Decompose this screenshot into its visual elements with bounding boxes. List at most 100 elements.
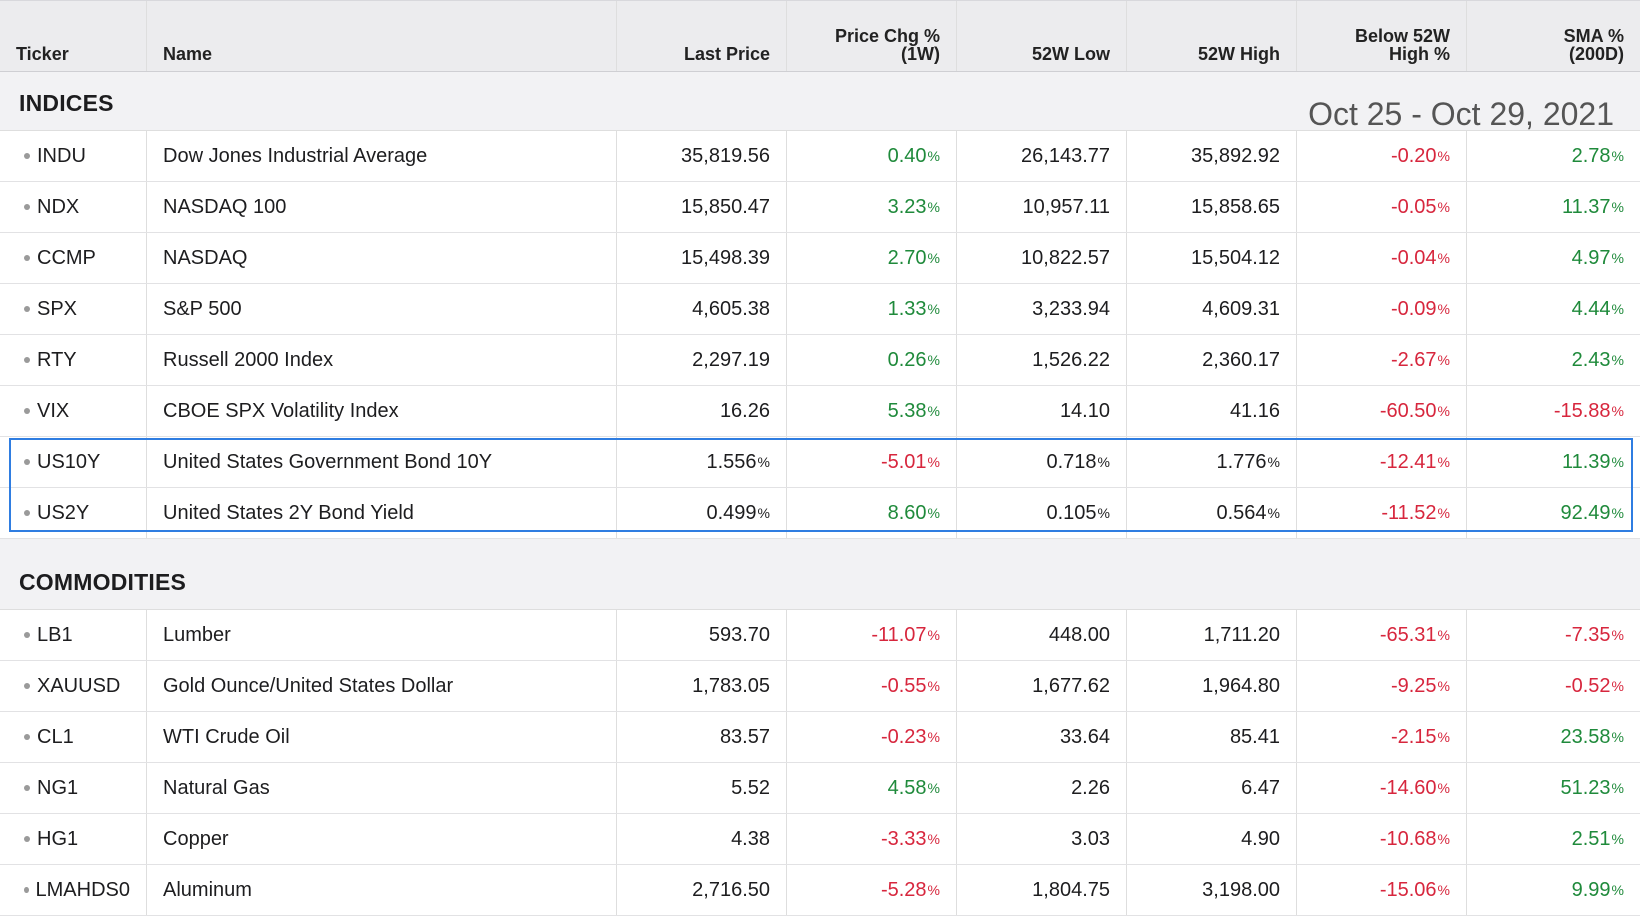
52w-low-cell: 1,804.75 (957, 865, 1127, 915)
table-row[interactable]: NDX NASDAQ 100 15,850.47 3.23% 10,957.11 15,8… (0, 182, 1640, 233)
ticker-cell: XAUUSD (0, 661, 147, 711)
table-row[interactable]: NG1 Natural Gas 5.52 4.58% 2.26 6.47 -14.60% 51… (0, 763, 1640, 814)
column-header[interactable]: Ticker (0, 1, 147, 71)
table-row[interactable]: RTY Russell 2000 Index 2,297.19 0.26% 1,526.… (0, 335, 1640, 386)
sma-200d-cell: 2.43% (1467, 335, 1640, 385)
date-range-label: Oct 25 - Oct 29, 2021 (1308, 96, 1614, 132)
name-cell: NASDAQ 100 (147, 182, 617, 232)
sma-200d-cell: 92.49% (1467, 488, 1640, 538)
sma-200d-value: 2.78 (1571, 144, 1611, 167)
price-change-value: 8.60 (887, 501, 927, 524)
ticker-symbol: NG1 (37, 776, 79, 799)
column-header[interactable]: Below 52W High % (1297, 1, 1467, 71)
price-change-value: 4.58 (887, 776, 927, 799)
ticker-symbol: CCMP (37, 246, 96, 269)
last-price-cell: 16.26 (617, 386, 787, 436)
name-cell: Aluminum (147, 865, 617, 915)
table-row[interactable]: SPX S&P 500 4,605.38 1.33% 3,233.94 4,609.31-… (0, 284, 1640, 335)
price-change-cell: -0.55% (787, 661, 957, 711)
column-header[interactable]: Name (147, 1, 617, 71)
price-change-cell: -5.28% (787, 865, 957, 915)
below-high-cell: -65.31% (1297, 610, 1467, 660)
last-price-value: 1,783.05 (692, 674, 770, 697)
sma-200d-cell: 9.99% (1467, 865, 1640, 915)
below-high-value: -2.15 (1390, 725, 1437, 748)
column-header[interactable]: SMA % (200D) (1467, 1, 1640, 71)
below-high-cell: -14.60% (1297, 763, 1467, 813)
name-cell: S&P 500 (147, 284, 617, 334)
52w-low-value: 10,822.57 (1021, 246, 1110, 269)
percent-sign: % (1611, 199, 1624, 215)
52w-high-value: 15,504.12 (1191, 246, 1280, 269)
ticker-cell: SPX (0, 284, 147, 334)
ticker-symbol: XAUUSD (37, 674, 121, 697)
percent-sign: % (927, 882, 940, 898)
last-price-cell: 593.70 (617, 610, 787, 660)
ticker-cell: RTY (0, 335, 147, 385)
percent-sign: % (1437, 148, 1450, 164)
last-price-value: 5.52 (731, 776, 770, 799)
unit-sign: % (1097, 454, 1110, 470)
column-header[interactable]: 52W Low (957, 1, 1127, 71)
table-row[interactable]: LB1 Lumber 593.70 -11.07% 448.00 1,711.20 -65.… (0, 610, 1640, 661)
name-cell: Copper (147, 814, 617, 864)
instrument-name: Aluminum (163, 878, 252, 901)
sma-200d-value: 23.58 (1560, 725, 1611, 748)
52w-high-cell: 3,198.00 (1127, 865, 1297, 915)
table-row[interactable]: US10Y United States Government Bond 10Y 1.… (0, 437, 1640, 488)
section-title: COMMODITIES (19, 569, 187, 595)
table-row[interactable]: CL1 WTI Crude Oil 83.57 -0.23% 33.64 85.41 -2.… (0, 712, 1640, 763)
52w-high-cell: 6.47 (1127, 763, 1297, 813)
price-change-cell: -3.33% (787, 814, 957, 864)
price-change-cell: 3.23% (787, 182, 957, 232)
last-price-value: 593.70 (708, 623, 770, 646)
percent-sign: % (1611, 678, 1624, 694)
table-row[interactable]: XAUUSD Gold Ounce/United States Dollar 1,7… (0, 661, 1640, 712)
ticker-symbol: INDU (37, 144, 86, 167)
instrument-name: NASDAQ (163, 246, 248, 269)
52w-high-cell: 41.16 (1127, 386, 1297, 436)
percent-sign: % (1437, 780, 1450, 796)
bullet-icon (24, 204, 30, 210)
column-header[interactable]: 52W High (1127, 1, 1297, 71)
name-cell: Dow Jones Industrial Average (147, 131, 617, 181)
ticker-cell: US2Y (0, 488, 147, 538)
last-price-value: 15,850.47 (681, 195, 770, 218)
last-price-value: 16.26 (719, 399, 770, 422)
percent-sign: % (1437, 505, 1450, 521)
name-cell: WTI Crude Oil (147, 712, 617, 762)
sma-200d-cell: 2.78% (1467, 131, 1640, 181)
bullet-icon (24, 632, 30, 638)
last-price-value: 35,819.56 (681, 144, 770, 167)
last-price-value: 83.57 (719, 725, 770, 748)
52w-high-value: 0.564 (1216, 501, 1267, 524)
instrument-name: S&P 500 (163, 297, 242, 320)
percent-sign: % (1611, 627, 1624, 643)
price-change-cell: 5.38% (787, 386, 957, 436)
column-header[interactable]: Last Price (617, 1, 787, 71)
price-change-cell: 8.60% (787, 488, 957, 538)
52w-low-cell: 10,822.57 (957, 233, 1127, 283)
below-high-cell: -11.52% (1297, 488, 1467, 538)
bullet-icon (24, 153, 30, 159)
52w-low-value: 0.718 (1046, 450, 1097, 473)
table-row[interactable]: CCMP NASDAQ 15,498.39 2.70% 10,822.57 15,504.… (0, 233, 1640, 284)
percent-sign: % (1611, 301, 1624, 317)
below-high-cell: -2.67% (1297, 335, 1467, 385)
table-row[interactable]: US2Y United States 2Y Bond Yield 0.499% 8.6… (0, 488, 1640, 539)
unit-sign: % (1267, 454, 1280, 470)
table-row[interactable]: LMAHDS0 Aluminum 2,716.50 -5.28% 1,804.75 3,1… (0, 865, 1640, 916)
bullet-icon (24, 510, 30, 516)
instrument-name: Dow Jones Industrial Average (163, 144, 428, 167)
price-change-cell: 1.33% (787, 284, 957, 334)
table-row[interactable]: VIX CBOE SPX Volatility Index 16.26 5.38% 14… (0, 386, 1640, 437)
percent-sign: % (1611, 729, 1624, 745)
table-row[interactable]: HG1 Copper 4.38 -3.33% 3.03 4.90 -10.68% 2.51% (0, 814, 1640, 865)
below-high-value: -2.67 (1390, 348, 1437, 371)
percent-sign: % (927, 627, 940, 643)
52w-low-cell: 10,957.11 (957, 182, 1127, 232)
section-title: INDICES (19, 90, 114, 116)
column-header[interactable]: Price Chg % (1W) (787, 1, 957, 71)
52w-high-cell: 15,504.12 (1127, 233, 1297, 283)
table-row[interactable]: INDU Dow Jones Industrial Average 35,819.5… (0, 131, 1640, 182)
